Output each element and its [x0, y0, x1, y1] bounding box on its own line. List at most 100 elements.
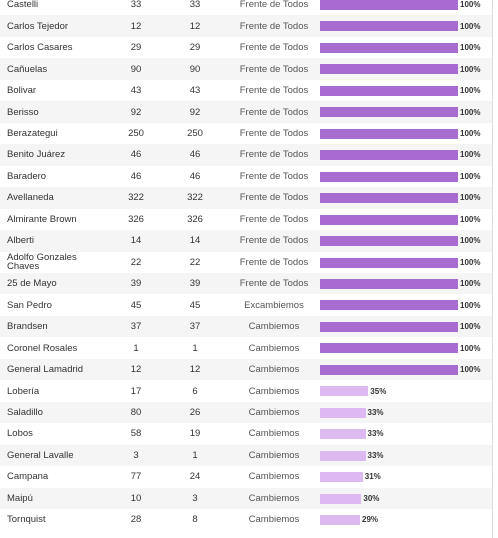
- table-row: Benito Juárez 46 46 Frente de Todos 100%: [0, 144, 492, 166]
- percent-label: 100%: [460, 279, 481, 289]
- count-a: 28: [130, 514, 142, 526]
- percent-label: 100%: [460, 193, 481, 203]
- percent-label: 100%: [460, 86, 481, 96]
- table-row: Lobería 17 6 Cambiemos 35%: [0, 380, 492, 402]
- table-row: General Lamadrid 12 12 Cambiemos 100%: [0, 358, 492, 381]
- municipality-name: Berisso: [7, 106, 39, 118]
- percent-label: 100%: [460, 365, 481, 375]
- party-name: Frente de Todos: [239, 42, 309, 54]
- municipality-name: Lobos: [7, 428, 33, 440]
- percent-bar: [320, 364, 458, 375]
- table-row: 25 de Mayo 39 39 Frente de Todos 100%: [0, 272, 492, 295]
- count-b: 8: [192, 514, 198, 526]
- count-b: 22: [189, 256, 201, 268]
- percent-label: 100%: [460, 300, 481, 310]
- municipality-name: Carlos Tejedor: [7, 20, 69, 32]
- count-a: 58: [130, 428, 142, 440]
- count-b: 45: [189, 299, 201, 311]
- party-name: Frente de Todos: [239, 278, 309, 290]
- municipality-name: Baradero: [7, 170, 47, 182]
- count-b: 39: [189, 278, 201, 290]
- table-row: Brandsen 37 37 Cambiemos 100%: [0, 315, 492, 338]
- percent-bar: [320, 386, 369, 397]
- count-a: 37: [130, 321, 142, 333]
- table-row: General Lavalle 3 1 Cambiemos 33%: [0, 444, 492, 467]
- party-name: Cambiemos: [248, 471, 300, 483]
- count-a: 43: [130, 85, 142, 97]
- municipality-name: Berazategui: [7, 128, 58, 139]
- count-a: 22: [130, 256, 142, 268]
- party-name: Frente de Todos: [239, 170, 309, 182]
- percent-bar: [320, 0, 458, 10]
- party-name: Cambiemos: [248, 406, 300, 418]
- percent-label: 100%: [460, 322, 481, 332]
- percent-label: 33%: [367, 450, 384, 460]
- table-row: Baradero 46 46 Frente de Todos 100%: [0, 166, 492, 188]
- percent-bar: [320, 128, 458, 139]
- percent-label: 29%: [362, 515, 379, 525]
- table-row: Coronel Rosales 1 1 Cambiemos 100%: [0, 337, 492, 359]
- percent-label: 100%: [460, 21, 481, 31]
- table-row: Lobos 58 19 Cambiemos 33%: [0, 423, 492, 445]
- count-a: 12: [130, 364, 142, 376]
- percent-label: 100%: [460, 236, 481, 246]
- municipality-name: Saladillo: [7, 406, 43, 418]
- party-name: Excambiemos: [244, 299, 304, 311]
- percent-label: 100%: [460, 107, 481, 117]
- municipality-name: Brandsen: [7, 321, 48, 333]
- count-a: 1: [133, 342, 139, 354]
- count-b: 33: [189, 0, 201, 11]
- count-a: 10: [130, 492, 142, 504]
- party-name: Frente de Todos: [239, 85, 309, 97]
- count-a: 46: [130, 170, 142, 182]
- percent-bar: [320, 21, 458, 32]
- percent-bar: [320, 472, 363, 483]
- percent-bar: [320, 450, 366, 461]
- percent-label: 100%: [460, 64, 481, 74]
- percent-bar: [320, 150, 458, 161]
- municipality-name: Avellaneda: [7, 192, 54, 204]
- count-b: 1: [192, 449, 198, 461]
- party-name: Cambiemos: [248, 428, 300, 440]
- municipality-name: Tornquist: [7, 514, 46, 526]
- municipality-name: Lobería: [7, 385, 40, 397]
- percent-label: 100%: [460, 257, 481, 267]
- party-name: Frente de Todos: [239, 235, 309, 247]
- count-b: 26: [189, 406, 201, 418]
- percent-bar: [320, 321, 458, 332]
- count-b: 43: [189, 85, 201, 97]
- percent-bar: [320, 343, 458, 354]
- party-name: Frente de Todos: [239, 20, 309, 32]
- table-row: Tornquist 28 8 Cambiemos 29%: [0, 509, 492, 531]
- party-name: Cambiemos: [248, 321, 300, 333]
- percent-bar: [320, 85, 458, 96]
- percent-label: 100%: [460, 129, 481, 138]
- count-b: 37: [189, 321, 201, 333]
- party-name: Frente de Todos: [239, 213, 309, 225]
- percent-label: 100%: [460, 214, 481, 224]
- count-a: 90: [130, 63, 142, 75]
- table-row: Berazategui 250 250 Frente de Todos 100%: [0, 123, 492, 145]
- party-name: Cambiemos: [248, 342, 300, 354]
- count-a: 46: [130, 149, 142, 161]
- percent-bar: [320, 42, 458, 53]
- count-a: 77: [130, 471, 142, 483]
- municipality-name: Benito Juárez: [7, 149, 66, 161]
- percent-bar: [320, 64, 458, 75]
- count-b: 46: [189, 170, 201, 182]
- table-row: Alberti 14 14 Frente de Todos 100%: [0, 230, 492, 252]
- percent-bar: [320, 278, 458, 289]
- municipality-name: Castelli: [7, 0, 39, 11]
- count-b: 24: [189, 471, 201, 483]
- percent-bar: [320, 193, 458, 204]
- count-b: 90: [189, 63, 201, 75]
- party-name: Cambiemos: [248, 385, 300, 397]
- party-name: Frente de Todos: [239, 63, 309, 75]
- count-a: 250: [128, 128, 144, 139]
- percent-bar: [320, 515, 361, 526]
- count-a: 33: [130, 0, 142, 11]
- count-a: 17: [130, 385, 142, 397]
- table-row: Almirante Brown 326 326 Frente de Todos 100%: [0, 209, 492, 231]
- count-b: 6: [192, 385, 198, 397]
- count-a: 80: [130, 406, 142, 418]
